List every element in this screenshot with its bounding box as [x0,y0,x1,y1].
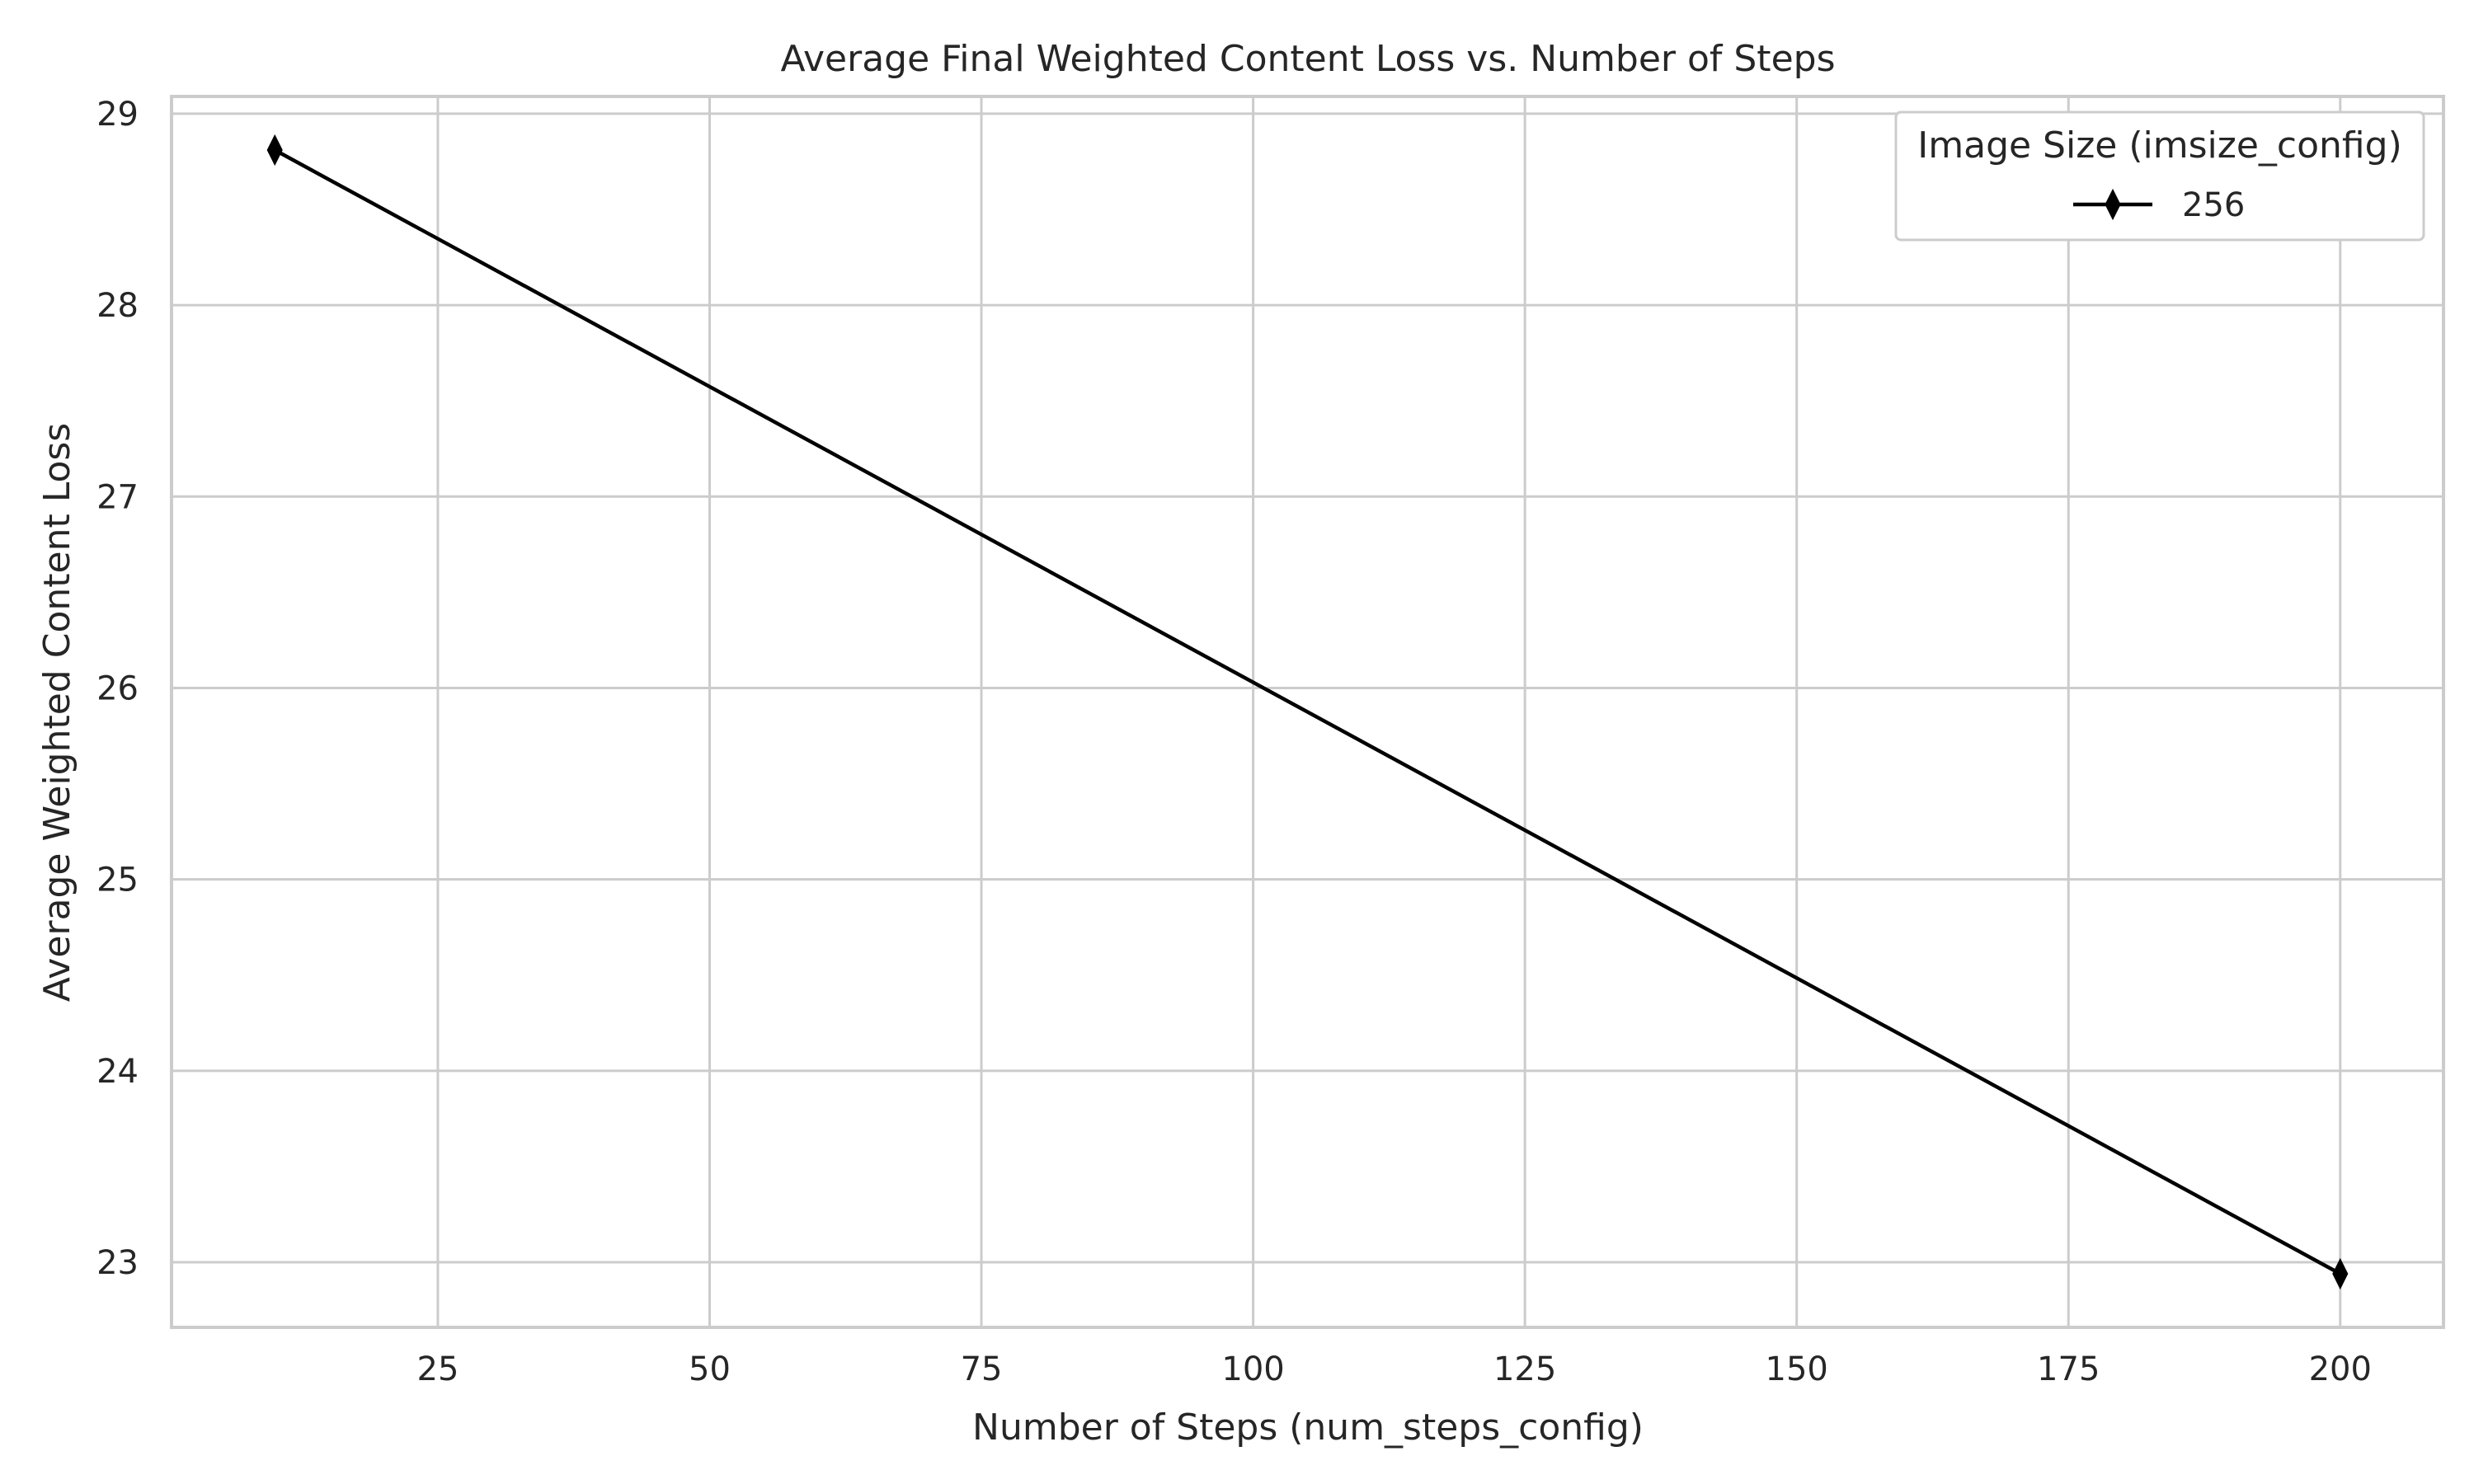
grid [172,96,2443,1327]
axes: 25 50 75 100 125 150 175 200 23 24 25 26 27 28 29 [96,95,2445,1388]
y-tick-label: 24 [96,1053,139,1091]
series-line [274,148,2341,1275]
y-tick-label: 25 [96,862,139,899]
y-tick-label: 28 [96,287,139,325]
y-tick-label: 29 [96,96,139,134]
legend-series-label: 256 [2182,186,2245,224]
y-axis-label: Average Weighted Content Loss [36,423,78,1002]
x-tick-label: 200 [2309,1350,2372,1388]
y-tick-label: 23 [96,1244,139,1282]
series-layer [266,134,2349,1290]
legend-title: Image Size (imsize_config) [1917,124,2401,167]
y-tick-label: 26 [96,669,139,707]
y-tick-label: 27 [96,478,139,516]
x-tick-label: 75 [961,1350,1003,1388]
x-tick-label: 175 [2037,1350,2100,1388]
data-point-marker [2332,1257,2349,1290]
x-tick-label: 25 [417,1350,459,1388]
x-tick-label: 125 [1493,1350,1556,1388]
chart-title: Average Final Weighted Content Loss vs. … [781,38,1836,80]
legend-box [1894,110,2425,242]
data-point-marker [266,134,283,167]
x-tick-label: 100 [1221,1350,1284,1388]
x-tick-label: 150 [1766,1350,1828,1388]
legend: Image Size (imsize_config) 256 [1894,110,2425,242]
legend-entry: 256 [2073,186,2245,224]
x-axis-label: Number of Steps (num_steps_config) [972,1407,1644,1449]
x-tick-label: 50 [689,1350,731,1388]
legend-diamond-marker [2105,188,2121,221]
plot-frame [170,95,2445,1329]
